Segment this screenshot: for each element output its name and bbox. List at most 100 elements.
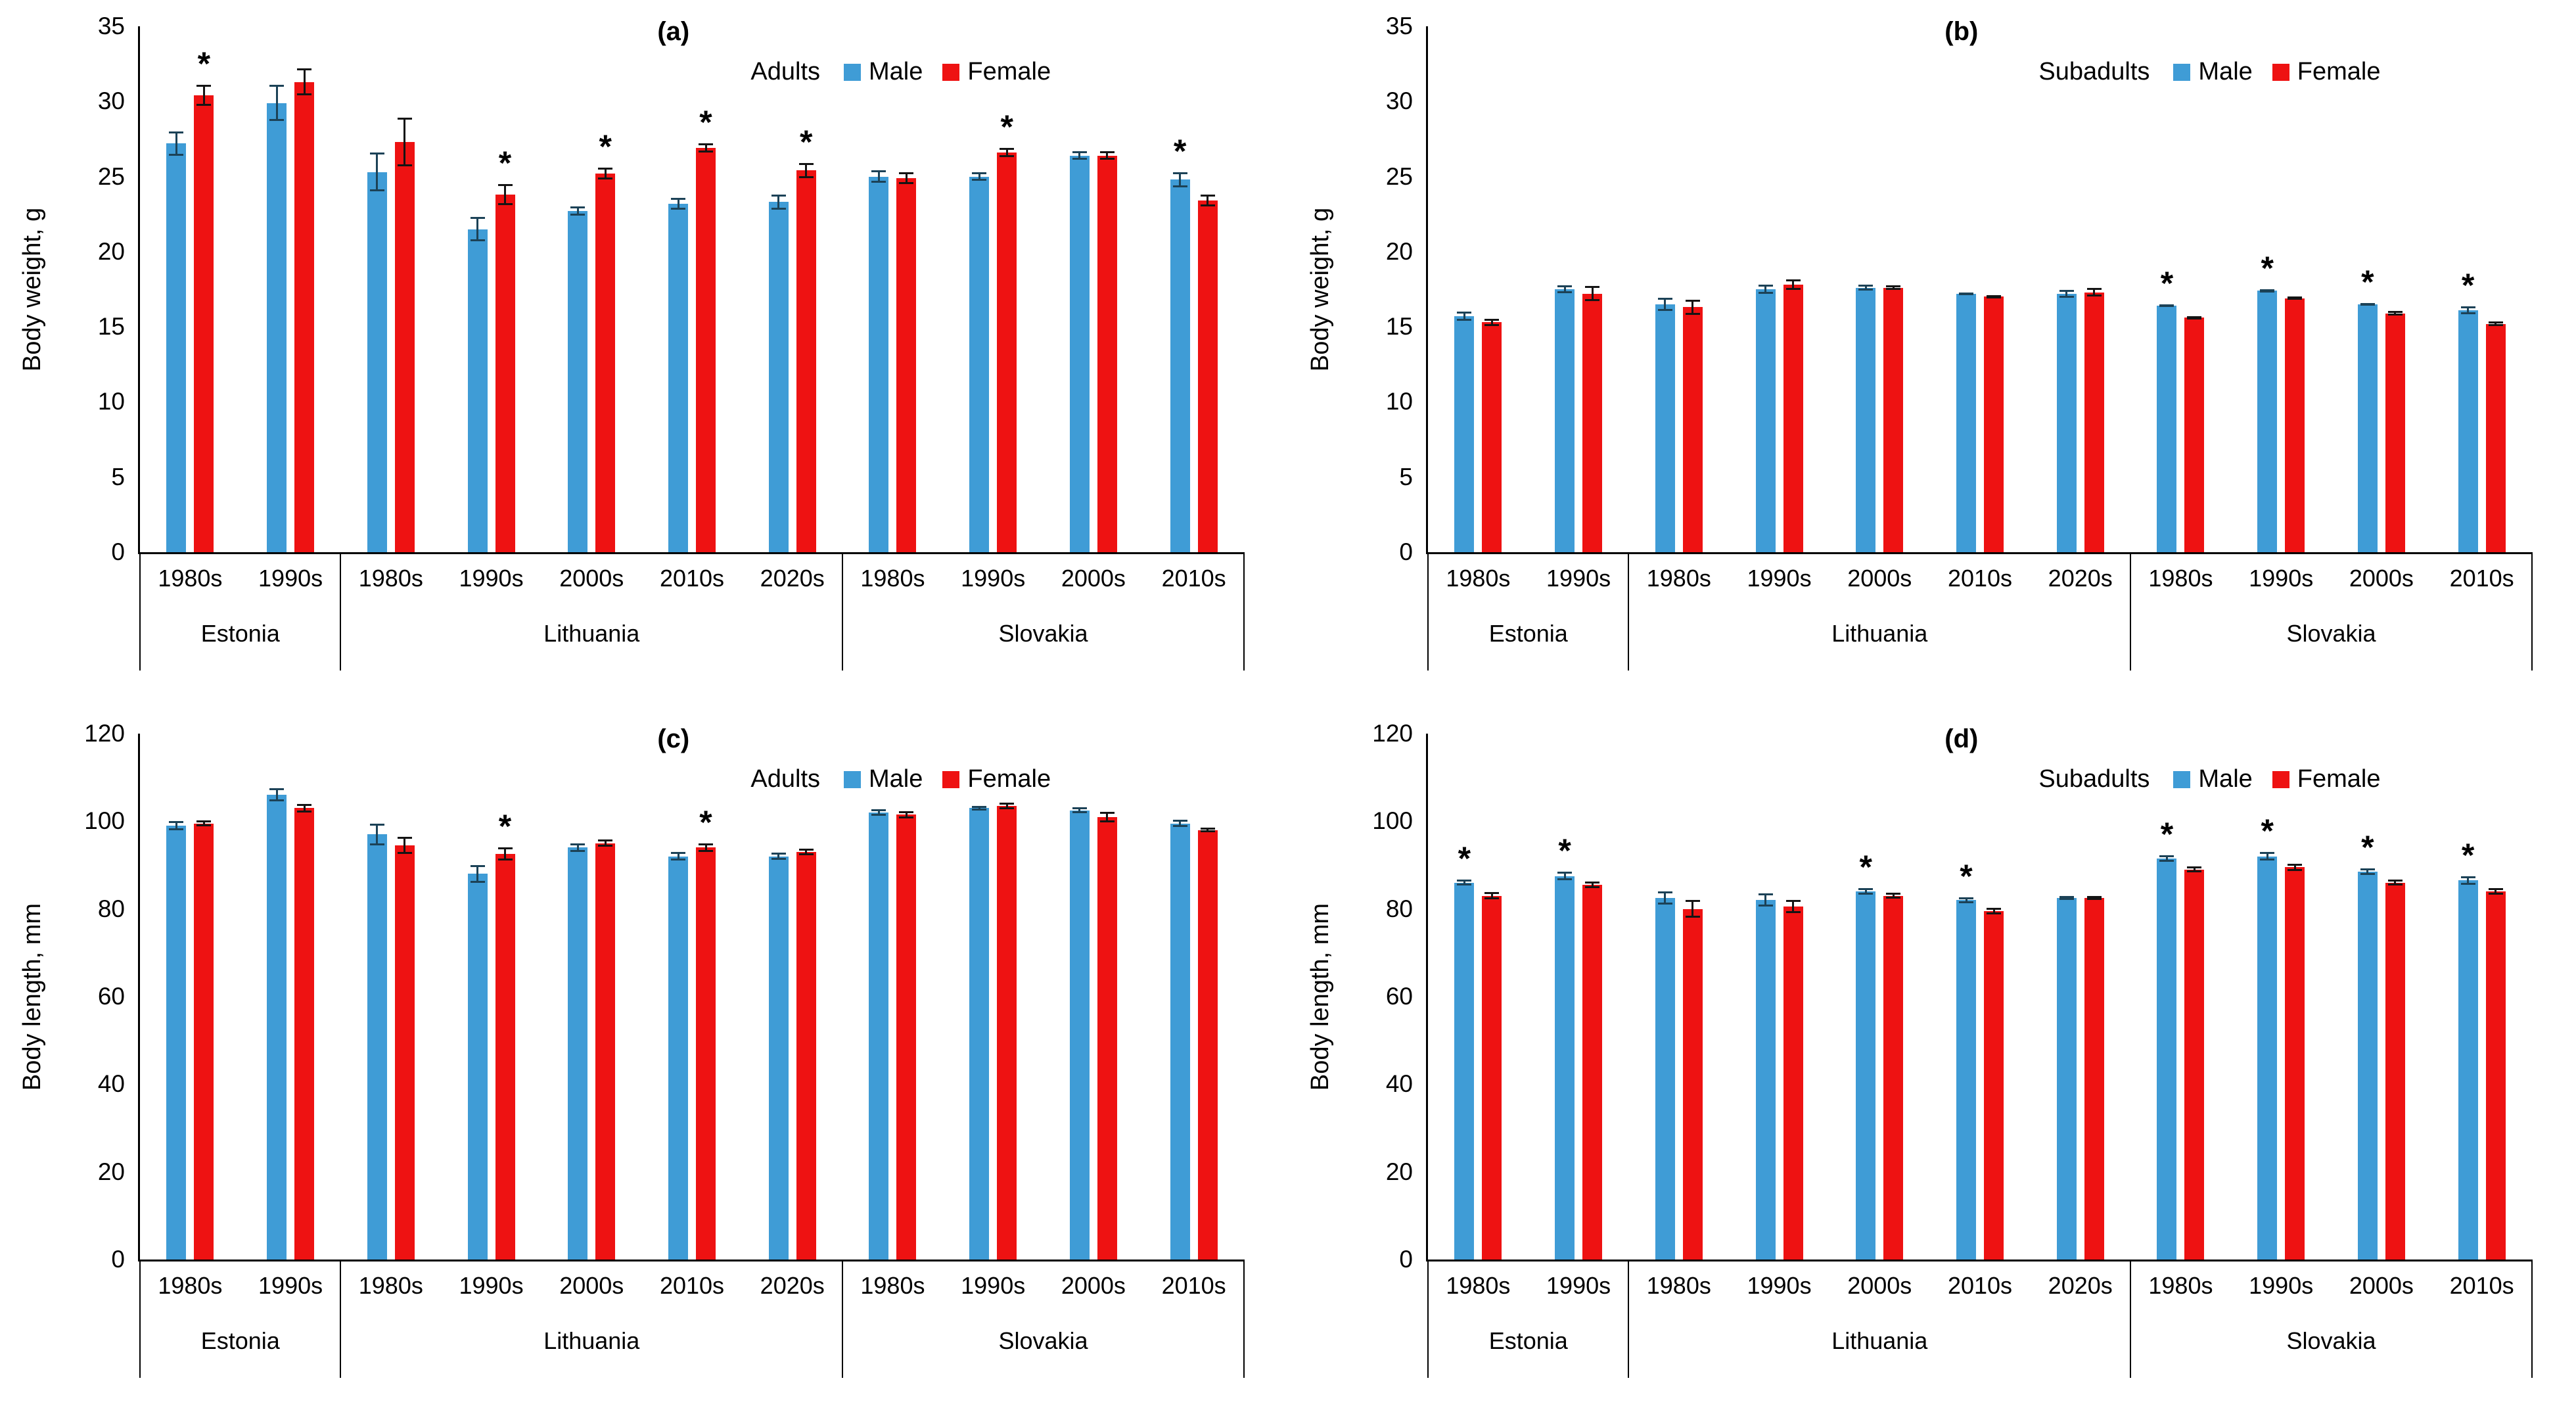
bar-female-lithuania-1990s — [1783, 285, 1803, 552]
error-bar-cap-bottom — [671, 207, 685, 210]
y-axis-title-wrap: Body length, mm — [13, 734, 53, 1260]
bar-male-estonia-1990s — [267, 103, 287, 552]
significance-asterisk: * — [2461, 267, 2475, 304]
error-bar-cap-top — [196, 85, 212, 87]
error-bar-female — [2086, 895, 2102, 901]
y-tick-label: 100 — [1372, 807, 1413, 835]
legend-male-label: Male — [869, 765, 923, 793]
bar-male-lithuania-1990s — [1755, 900, 1776, 1260]
error-bar-female — [699, 143, 713, 153]
bar-male-slovakia-1980s — [869, 813, 889, 1260]
error-bar-cap-top — [297, 68, 312, 70]
error-bar-line — [202, 85, 205, 106]
axis-group-separator — [2531, 552, 2533, 671]
error-bar-male — [570, 843, 586, 852]
error-bar-cap-top — [1457, 880, 1472, 882]
error-bar-cap-bottom — [1557, 878, 1573, 881]
error-bar-cap-bottom — [1099, 158, 1115, 160]
y-tick-label: 0 — [1399, 1246, 1413, 1273]
y-tick-label: 25 — [1385, 162, 1413, 190]
error-bar-cap-bottom — [297, 93, 312, 96]
x-tick-decade-label: 2020s — [760, 565, 825, 592]
bar-male-lithuania-1980s — [367, 172, 387, 552]
error-bar-cap-top — [598, 167, 613, 170]
error-bar-cap-top — [1557, 285, 1573, 288]
error-bar-cap-top — [1758, 893, 1773, 896]
error-bar-cap-bottom — [1585, 886, 1600, 889]
error-bar-cap-top — [1099, 151, 1115, 153]
error-bar-cap-bottom — [1685, 915, 1700, 918]
error-bar-line — [677, 852, 679, 861]
x-tick-decade-label: 2010s — [659, 1272, 725, 1299]
error-bar-female — [297, 68, 312, 96]
significance-asterisk: * — [2261, 249, 2274, 287]
y-tick-label: 40 — [97, 1070, 125, 1098]
bar-male-slovakia-2010s — [2458, 310, 2478, 552]
error-bar-cap-top — [369, 153, 384, 154]
error-bar-male — [470, 217, 485, 241]
bar-male-slovakia-1990s — [969, 176, 990, 552]
error-bar-line — [1764, 893, 1767, 907]
error-bar-cap-bottom — [2288, 297, 2303, 300]
error-bar-line — [2266, 852, 2268, 861]
error-bar-line — [376, 823, 379, 845]
error-bar-male — [972, 172, 987, 181]
x-tick-decade-label: 2010s — [1947, 565, 2013, 592]
error-bar-cap-top — [2387, 311, 2403, 314]
error-bar-cap-top — [1072, 807, 1087, 809]
bar-male-slovakia-1980s — [869, 176, 889, 552]
axis-group-separator — [1628, 552, 1630, 671]
error-bar-cap-top — [871, 809, 886, 811]
error-bar-cap-top — [2360, 868, 2375, 870]
error-bar-cap-bottom — [2059, 898, 2074, 901]
y-tick-label: 0 — [111, 538, 125, 565]
error-bar-line — [1490, 318, 1493, 326]
error-bar-cap-bottom — [1172, 185, 1187, 187]
error-bar-cap-top — [1457, 312, 1472, 314]
error-bar-male — [1072, 151, 1087, 160]
error-bar-line — [1005, 802, 1008, 810]
error-bar-female — [2086, 287, 2102, 297]
bar-male-estonia-1990s — [1555, 289, 1575, 552]
error-bar-male — [169, 821, 184, 830]
bar-female-slovakia-1980s — [2184, 318, 2205, 552]
error-bar-line — [1207, 828, 1209, 832]
bar-female-lithuania-2010s — [1984, 296, 2004, 552]
error-bar-male — [771, 853, 786, 860]
bar-female-lithuania-2020s — [2084, 292, 2104, 552]
error-bar-line — [2193, 866, 2196, 873]
error-bar-female — [2288, 296, 2303, 300]
bar-female-lithuania-2010s — [1984, 911, 2004, 1260]
legend-male-label: Male — [869, 58, 923, 85]
x-tick-decade-label: 1980s — [860, 565, 925, 592]
y-axis-title: Body weight, g — [18, 207, 47, 371]
bar-male-lithuania-2010s — [668, 203, 688, 552]
error-bar-cap-top — [671, 852, 685, 854]
error-bar-cap-bottom — [570, 849, 586, 852]
error-bar-cap-bottom — [2387, 884, 2403, 886]
x-tick-decade-label: 1990s — [258, 1272, 323, 1299]
legend-item-female: Female — [942, 58, 1051, 86]
y-tick-label: 35 — [1385, 12, 1413, 39]
x-tick-decade-label: 1990s — [961, 1272, 1026, 1299]
legend-cohort-label: Adults — [750, 765, 821, 793]
bar-male-estonia-1980s — [166, 143, 187, 552]
y-axis-title-wrap: Body weight, g — [13, 26, 53, 552]
error-bar-cap-bottom — [2159, 305, 2174, 308]
significance-asterisk: * — [699, 803, 712, 841]
significance-asterisk: * — [1960, 857, 1973, 895]
y-tick-label: 120 — [1372, 720, 1413, 747]
error-bar-line — [1106, 151, 1109, 160]
y-tick-label: 120 — [84, 720, 125, 747]
error-bar-cap-top — [899, 172, 914, 174]
error-bar-line — [1005, 148, 1008, 157]
significance-asterisk: * — [2261, 813, 2274, 849]
bar-female-slovakia-2000s — [1097, 155, 1117, 552]
error-bar-line — [504, 847, 507, 861]
error-bar-cap-top — [470, 865, 485, 867]
bar-female-lithuania-1980s — [1682, 307, 1703, 552]
x-tick-decade-label: 2010s — [659, 565, 725, 592]
x-tick-decade-label: 2010s — [1161, 1272, 1226, 1299]
error-bar-cap-bottom — [570, 213, 586, 216]
x-tick-decade-label: 1980s — [1646, 565, 1711, 592]
